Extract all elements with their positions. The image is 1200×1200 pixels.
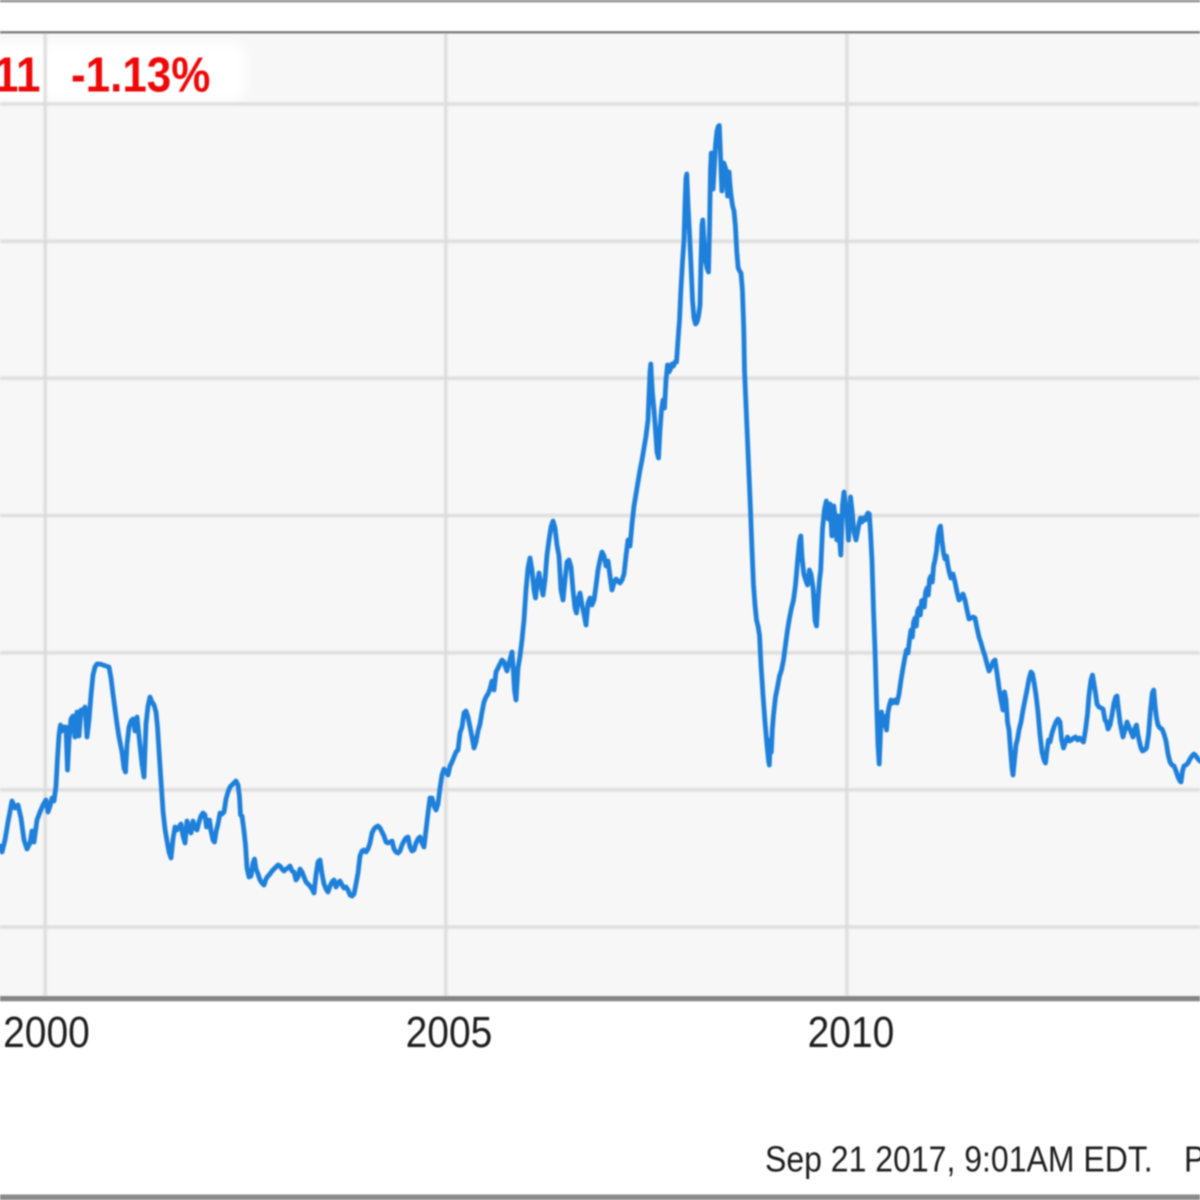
- svg-text:-1.13%: -1.13%: [71, 47, 210, 102]
- svg-text:2005: 2005: [406, 1007, 493, 1057]
- svg-text:2000: 2000: [3, 1007, 90, 1057]
- svg-text:P: P: [1184, 1140, 1200, 1180]
- svg-text:11: 11: [0, 47, 41, 102]
- svg-text:2010: 2010: [808, 1007, 895, 1057]
- svg-text:Sep 21 2017, 9:01AM EDT.: Sep 21 2017, 9:01AM EDT.: [765, 1140, 1153, 1180]
